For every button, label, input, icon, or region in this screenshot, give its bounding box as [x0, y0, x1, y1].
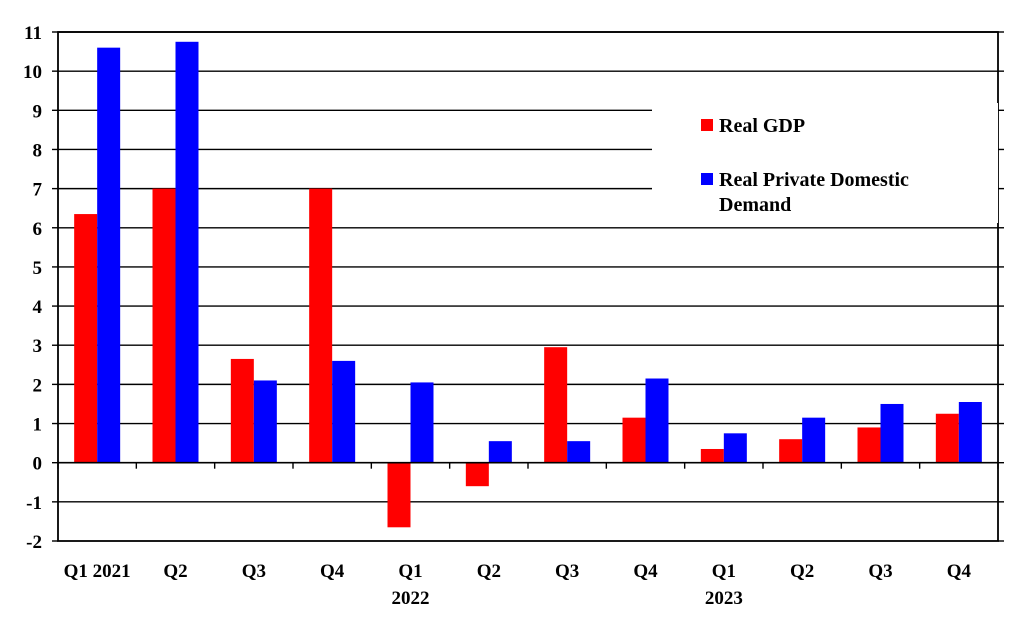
- bar-private-demand: [723, 433, 747, 463]
- x-tick-label: Q1: [398, 561, 422, 582]
- y-tick-label: 6: [33, 219, 43, 240]
- x-tick-label: Q4: [320, 561, 345, 582]
- x-tick-sublabel: 2022: [392, 588, 430, 609]
- bar-real-gdp: [230, 358, 254, 463]
- x-tick-label: Q2: [163, 561, 187, 582]
- x-tick-sublabel: 2023: [705, 588, 743, 609]
- bar-real-gdp: [935, 413, 959, 463]
- y-tick-label: 11: [24, 23, 42, 44]
- legend-swatch: [701, 119, 713, 131]
- bar-private-demand: [802, 417, 826, 463]
- bar-private-demand: [880, 403, 904, 463]
- legend-label: Real GDP: [719, 115, 805, 137]
- bar-real-gdp: [387, 462, 411, 528]
- x-tick-label: Q2: [477, 561, 501, 582]
- x-tick-label: Q1 2021: [64, 561, 131, 582]
- bar-private-demand: [97, 47, 121, 463]
- bar-real-gdp: [622, 417, 646, 463]
- bar-real-gdp: [857, 427, 881, 463]
- x-tick-labels: Q1 2021 Q2 Q3 Q4 Q1 2022 Q2 Q3 Q4 Q1 2023 Q2 Q3 Q4: [64, 561, 972, 609]
- y-tick-label: 1: [33, 415, 43, 436]
- gridlines: [58, 31, 998, 503]
- x-tick-label: Q3: [242, 561, 266, 582]
- bar-real-gdp: [544, 347, 568, 463]
- y-tick-labels: -2 -1 0 1 2 3 4 5 6 7 8 9 10 11: [23, 23, 43, 553]
- y-tick-label: 4: [33, 297, 43, 318]
- bar-real-gdp: [779, 439, 803, 463]
- x-tick-label: Q4: [633, 561, 658, 582]
- bars: [74, 41, 982, 528]
- y-tick-label: 0: [33, 454, 43, 475]
- legend-label: Real Private Domestic: [719, 169, 909, 191]
- bar-private-demand: [488, 441, 512, 463]
- bar-real-gdp: [465, 462, 489, 487]
- x-tick-label: Q4: [947, 561, 972, 582]
- bar-private-demand: [958, 402, 982, 463]
- bar-real-gdp: [74, 214, 98, 463]
- legend: Real GDP Real Private Domestic Demand: [652, 103, 998, 223]
- plot-frame: [57, 31, 999, 542]
- x-tick-label: Q1: [712, 561, 736, 582]
- y-tick-label: 2: [33, 375, 43, 396]
- bar-private-demand: [332, 360, 356, 463]
- bar-private-demand: [567, 441, 591, 463]
- axes: [52, 31, 1004, 542]
- bar-private-demand: [645, 378, 669, 463]
- y-tick-label: 10: [23, 62, 42, 83]
- y-tick-label: 8: [33, 140, 43, 161]
- x-tick-label: Q3: [868, 561, 892, 582]
- bar-private-demand: [253, 380, 277, 463]
- legend-label: Demand: [719, 194, 791, 216]
- bar-private-demand: [175, 41, 199, 463]
- x-tick-label: Q3: [555, 561, 579, 582]
- bar-private-demand: [410, 382, 434, 463]
- y-tick-label: 3: [33, 336, 43, 357]
- bar-real-gdp: [309, 188, 333, 463]
- y-tick-label: 9: [33, 101, 43, 122]
- y-tick-label: -2: [26, 532, 42, 553]
- y-tick-label: 7: [33, 180, 43, 201]
- y-tick-label: -1: [26, 493, 42, 514]
- x-tick-label: Q2: [790, 561, 814, 582]
- bar-real-gdp: [700, 448, 724, 463]
- y-tick-label: 5: [33, 258, 43, 279]
- legend-swatch: [701, 173, 713, 185]
- bar-real-gdp: [152, 188, 176, 463]
